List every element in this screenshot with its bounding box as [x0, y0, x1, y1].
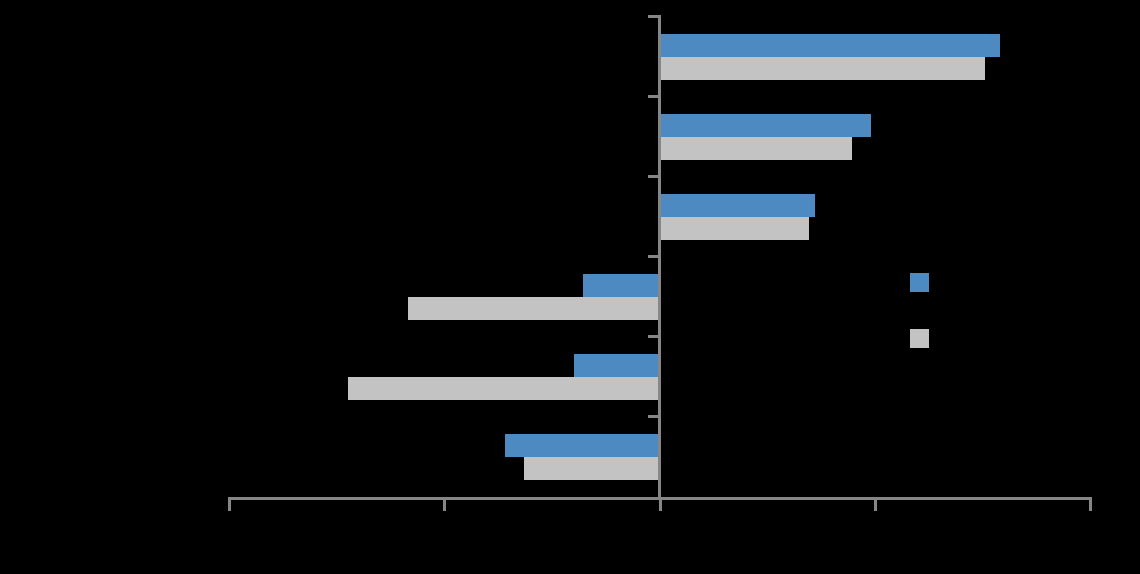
y-tick	[648, 175, 658, 178]
bar-blue-row2	[660, 114, 871, 137]
bar-blue-row5	[573, 354, 660, 377]
x-tick	[228, 497, 231, 511]
bar-gray-row5	[347, 377, 660, 400]
bar-blue-row6	[505, 434, 660, 457]
x-tick	[443, 497, 447, 511]
y-axis-line	[658, 15, 661, 500]
y-tick	[648, 335, 658, 338]
y-tick	[648, 15, 658, 18]
legend-swatch-gray	[910, 329, 929, 348]
x-tick	[1089, 497, 1092, 511]
bar-gray-row1	[660, 57, 986, 80]
x-tick	[873, 497, 877, 511]
y-tick	[648, 415, 658, 418]
bar-gray-row3	[660, 217, 809, 240]
x-tick	[658, 497, 662, 511]
bar-blue-row4	[582, 274, 660, 297]
y-tick	[648, 95, 658, 98]
bar-gray-row6	[524, 457, 660, 480]
bar-blue-row3	[660, 194, 815, 217]
y-tick	[648, 255, 658, 258]
legend-swatch-blue	[910, 273, 929, 292]
bar-blue-row1	[660, 34, 1001, 57]
bar-gray-row4	[408, 297, 660, 320]
bar-gray-row2	[660, 137, 852, 160]
